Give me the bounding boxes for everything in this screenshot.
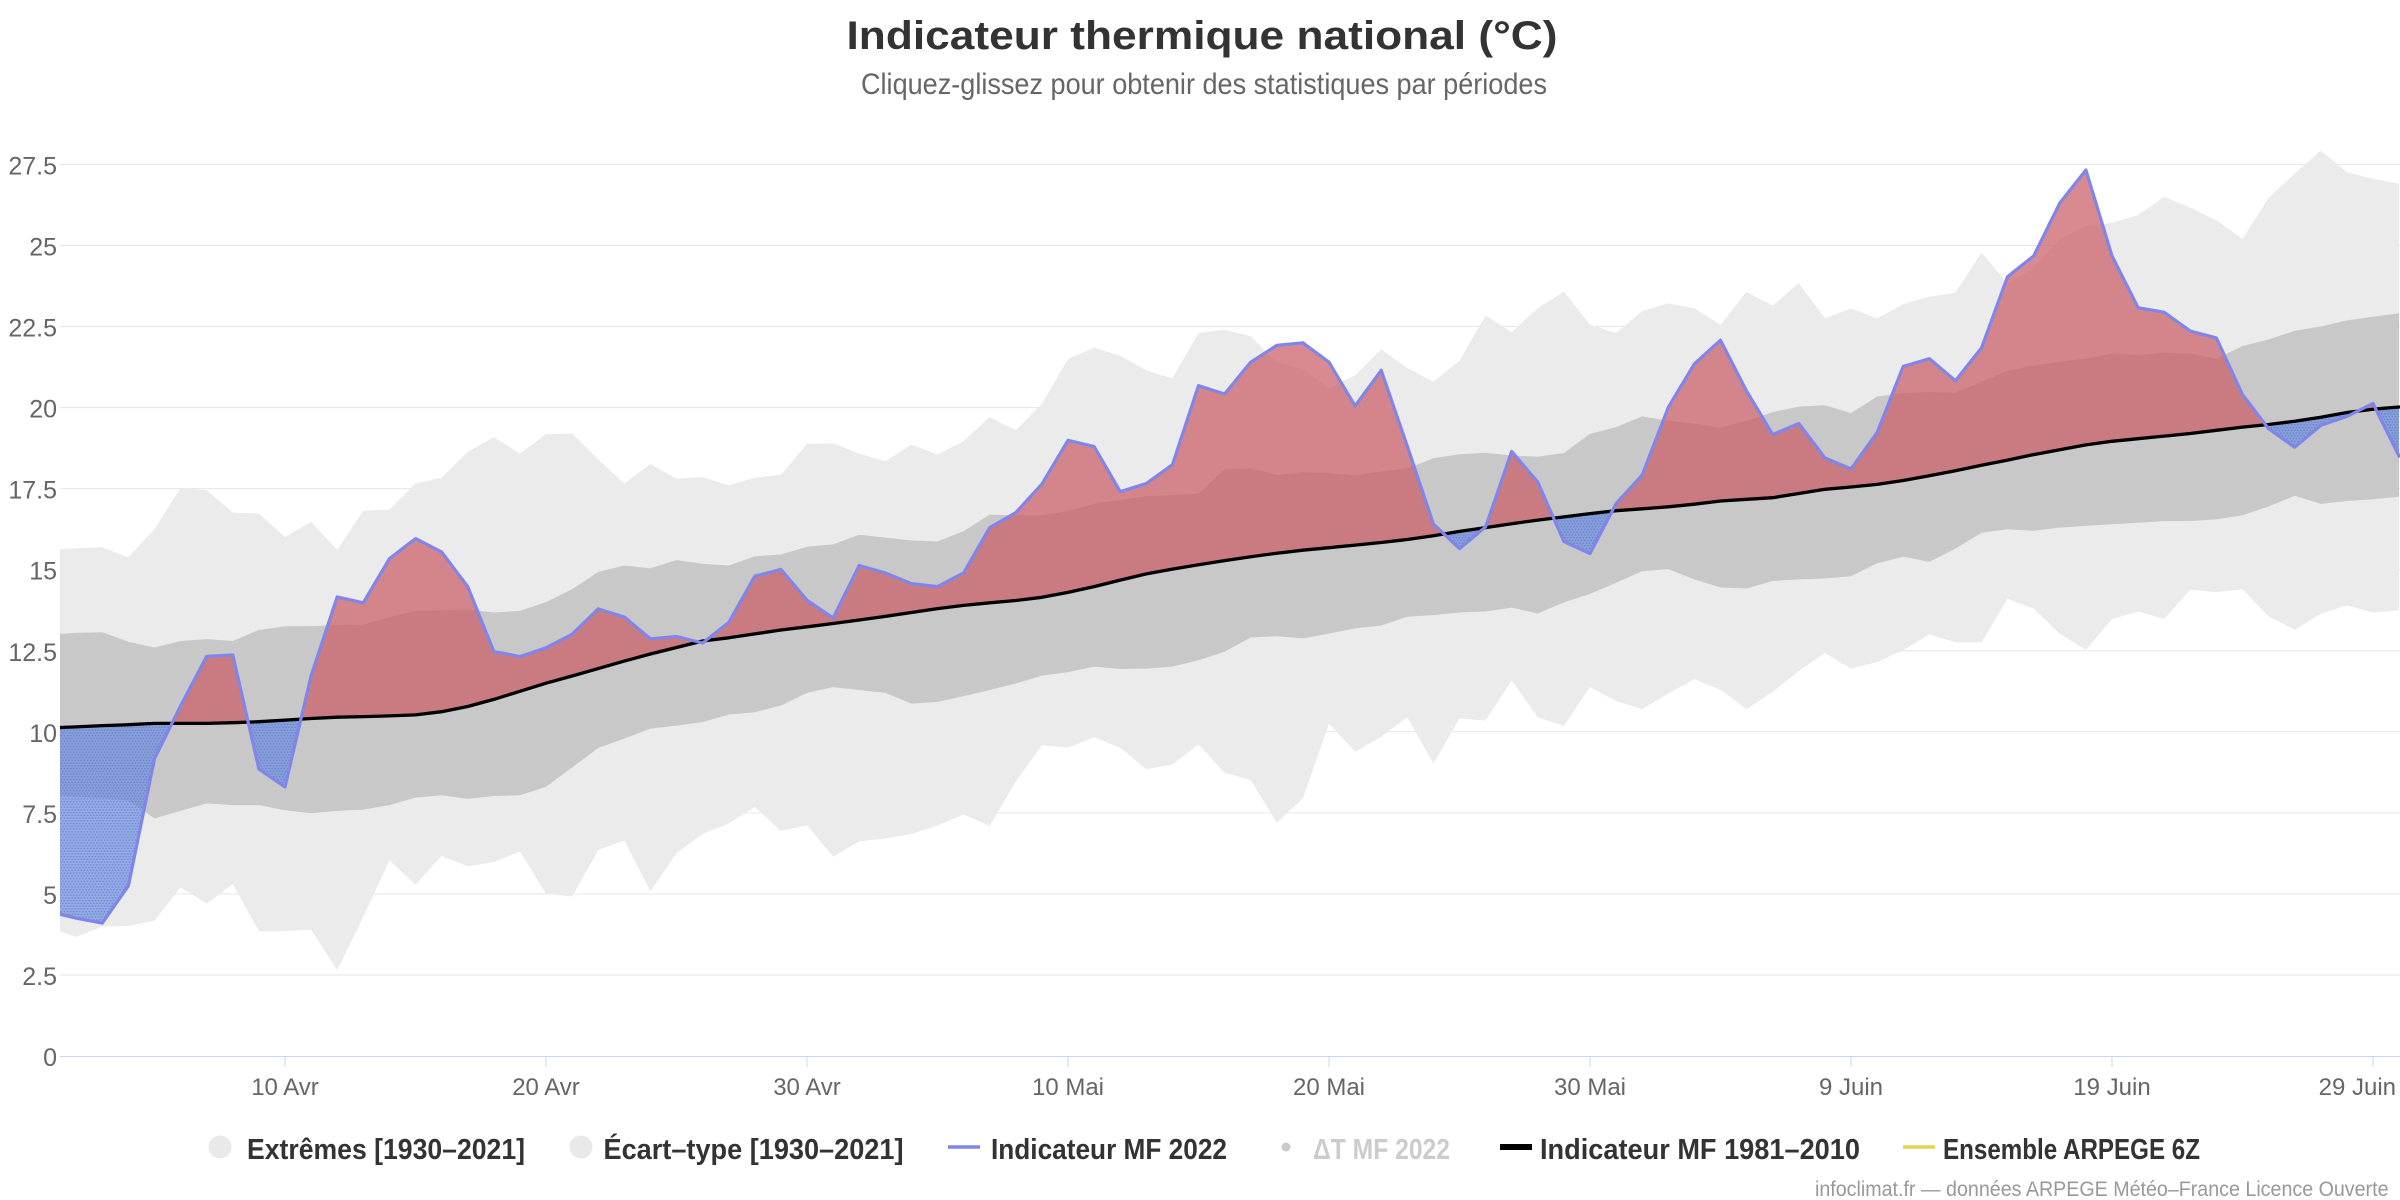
svg-text:30 Mai: 30 Mai [1554,1074,1626,1101]
svg-text:Indicateur thermique national: Indicateur thermique national (°C) [847,14,1558,58]
svg-text:Cliquez-glissez pour obtenir d: Cliquez-glissez pour obtenir des statist… [861,68,1547,101]
svg-text:10 Mai: 10 Mai [1032,1074,1104,1101]
svg-text:9 Juin: 9 Juin [1819,1074,1883,1101]
svg-text:17.5: 17.5 [8,477,57,505]
svg-text:2.5: 2.5 [22,963,57,991]
svg-text:infoclimat.fr — données ARPEGE: infoclimat.fr — données ARPEGE Météo–Fra… [1815,1178,2389,1200]
svg-text:7.5: 7.5 [22,801,57,829]
svg-text:20 Avr: 20 Avr [512,1074,580,1101]
svg-text:Ensemble ARPEGE 6Z: Ensemble ARPEGE 6Z [1943,1134,2200,1166]
svg-text:15: 15 [29,558,57,586]
svg-text:Indicateur MF 1981–2010: Indicateur MF 1981–2010 [1540,1134,1860,1166]
svg-text:Indicateur MF 2022: Indicateur MF 2022 [991,1134,1227,1166]
svg-text:Extrêmes [1930–2021]: Extrêmes [1930–2021] [247,1134,525,1166]
svg-text:22.5: 22.5 [8,315,57,343]
svg-text:10 Avr: 10 Avr [251,1074,319,1101]
svg-text:10: 10 [29,720,57,748]
svg-text:20: 20 [29,396,57,424]
svg-text:ΔT MF 2022: ΔT MF 2022 [1313,1134,1450,1166]
svg-text:0: 0 [43,1044,57,1072]
svg-text:27.5: 27.5 [8,152,57,180]
svg-text:29 Juin: 29 Juin [2319,1074,2396,1101]
svg-text:5: 5 [43,882,57,910]
svg-text:20 Mai: 20 Mai [1293,1074,1365,1101]
svg-text:Écart–type [1930–2021]: Écart–type [1930–2021] [604,1132,904,1166]
svg-text:30 Avr: 30 Avr [773,1074,841,1101]
svg-text:25: 25 [29,234,57,262]
svg-text:19 Juin: 19 Juin [2073,1074,2150,1101]
svg-text:12.5: 12.5 [8,639,57,667]
